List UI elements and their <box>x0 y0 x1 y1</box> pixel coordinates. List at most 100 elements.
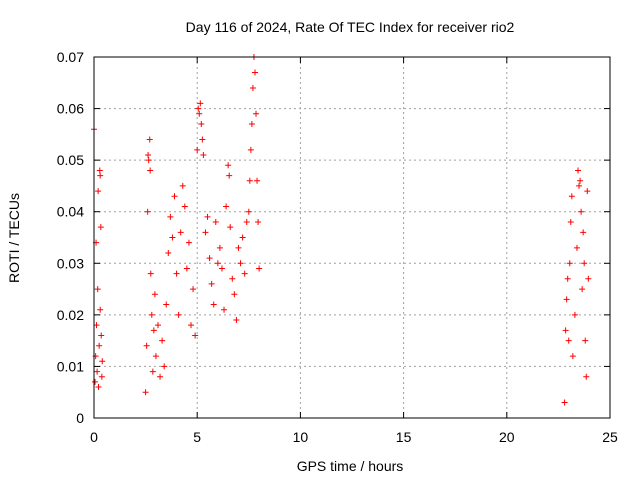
data-point <box>233 317 240 324</box>
data-point <box>97 172 104 179</box>
data-point <box>97 224 104 231</box>
data-point <box>579 286 586 293</box>
data-point <box>98 373 105 380</box>
data-point <box>568 193 575 200</box>
data-point <box>98 332 105 339</box>
data-point <box>241 270 248 277</box>
data-point <box>563 296 570 303</box>
data-point <box>248 121 255 128</box>
x-tick-label: 25 <box>602 429 618 445</box>
data-point <box>235 244 242 251</box>
data-point <box>145 151 152 158</box>
data-point <box>196 110 203 117</box>
y-tick-label: 0.01 <box>57 358 84 374</box>
data-point <box>225 162 232 169</box>
data-point <box>227 224 234 231</box>
data-point <box>571 311 578 318</box>
data-point <box>94 286 101 293</box>
x-tick-label: 20 <box>499 429 515 445</box>
data-point <box>566 260 573 267</box>
data-point <box>149 368 156 375</box>
data-point <box>229 275 236 282</box>
data-point <box>569 353 576 360</box>
data-point <box>580 229 587 236</box>
data-point <box>243 219 250 226</box>
data-point <box>199 136 206 143</box>
data-point <box>146 136 153 143</box>
data-points <box>91 54 592 406</box>
grid <box>94 57 610 418</box>
data-point <box>581 260 588 267</box>
y-tick-label: 0.04 <box>57 204 84 220</box>
data-point <box>167 213 174 220</box>
data-point <box>256 265 263 272</box>
data-point <box>565 337 572 344</box>
x-tick-label: 5 <box>193 429 201 445</box>
data-point <box>204 213 211 220</box>
data-point <box>577 177 584 184</box>
data-point <box>94 368 101 375</box>
data-point <box>223 203 230 210</box>
data-point <box>165 249 172 256</box>
data-point <box>216 244 223 251</box>
data-point <box>144 208 151 215</box>
x-tick-label: 10 <box>293 429 309 445</box>
data-point <box>582 337 589 344</box>
data-point <box>226 172 233 179</box>
data-point <box>192 332 199 339</box>
data-point <box>181 203 188 210</box>
data-point <box>561 399 568 406</box>
data-point <box>154 322 161 329</box>
data-point <box>99 358 106 365</box>
data-point <box>562 327 569 334</box>
data-point <box>237 260 244 267</box>
data-point <box>218 265 225 272</box>
data-point <box>576 182 583 189</box>
data-point <box>175 311 182 318</box>
data-point <box>584 188 591 195</box>
data-point <box>145 157 152 164</box>
data-point <box>567 219 574 226</box>
data-point <box>247 146 254 153</box>
data-point <box>249 84 256 91</box>
data-point <box>147 167 154 174</box>
data-point <box>239 234 246 241</box>
data-point <box>210 301 217 308</box>
data-point <box>208 280 215 287</box>
data-point <box>173 270 180 277</box>
data-point <box>198 121 205 128</box>
data-point <box>202 229 209 236</box>
data-point <box>151 291 158 298</box>
data-point <box>255 219 262 226</box>
data-point <box>194 146 201 153</box>
data-point <box>92 378 99 385</box>
y-tick-label: 0.02 <box>57 307 84 323</box>
data-point <box>578 208 585 215</box>
chart-title: Day 116 of 2024, Rate Of TEC Index for r… <box>186 19 515 35</box>
data-point <box>573 244 580 251</box>
data-point <box>179 182 186 189</box>
data-point <box>96 167 103 174</box>
data-point <box>206 255 213 262</box>
plot-frame <box>93 56 611 419</box>
data-point <box>152 353 159 360</box>
data-point <box>95 384 102 391</box>
data-point <box>161 363 168 370</box>
data-point <box>221 306 228 313</box>
y-tick-label: 0.07 <box>57 49 84 65</box>
y-axis-label: ROTI / TECUs <box>6 193 22 283</box>
data-point <box>188 322 195 329</box>
data-point <box>212 219 219 226</box>
x-tick-label: 15 <box>396 429 412 445</box>
data-point <box>575 167 582 174</box>
data-point <box>245 208 252 215</box>
data-point <box>564 275 571 282</box>
data-point <box>231 291 238 298</box>
y-tick-label: 0.05 <box>57 152 84 168</box>
data-point <box>159 337 166 344</box>
data-point <box>142 389 149 396</box>
data-point <box>583 373 590 380</box>
data-point <box>150 327 157 334</box>
data-point <box>214 260 221 267</box>
